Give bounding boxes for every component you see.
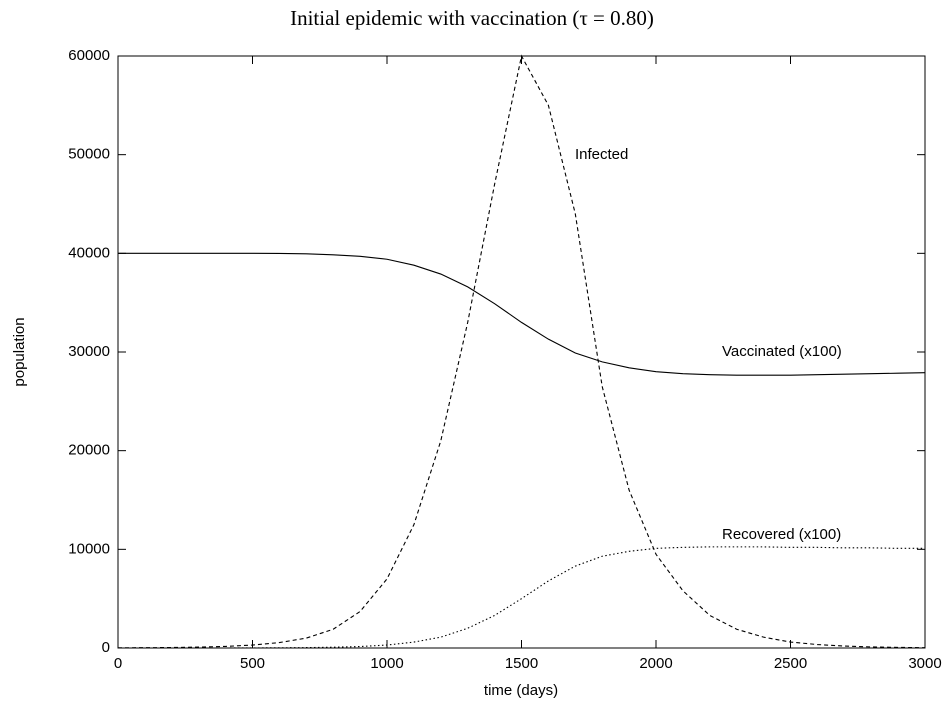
series-label: Recovered (x100) bbox=[722, 526, 841, 543]
series-line bbox=[117, 54, 926, 649]
series-line bbox=[118, 546, 925, 649]
x-tick-label: 2000 bbox=[639, 655, 672, 672]
x-tick-label: 2500 bbox=[774, 655, 807, 672]
series-label: Infected bbox=[575, 146, 628, 163]
y-axis-label: population bbox=[11, 317, 28, 386]
y-tick-label: 40000 bbox=[68, 244, 110, 261]
y-tick-label: 50000 bbox=[68, 146, 110, 163]
y-tick-label: 20000 bbox=[68, 442, 110, 459]
x-tick-label: 500 bbox=[240, 655, 265, 672]
x-tick-label: 3000 bbox=[908, 655, 941, 672]
y-tick-label: 30000 bbox=[68, 343, 110, 360]
x-tick-label: 1000 bbox=[370, 655, 403, 672]
y-tick-label: 60000 bbox=[68, 47, 110, 64]
x-axis-label: time (days) bbox=[484, 682, 558, 699]
x-tick-label: 0 bbox=[114, 655, 122, 672]
chart-title: Initial epidemic with vaccination (τ = 0… bbox=[290, 6, 654, 30]
y-tick-label: 0 bbox=[102, 639, 110, 656]
series-line bbox=[118, 252, 926, 376]
x-tick-label: 1500 bbox=[505, 655, 538, 672]
y-tick-label: 10000 bbox=[68, 540, 110, 557]
series-label: Vaccinated (x100) bbox=[722, 343, 842, 360]
